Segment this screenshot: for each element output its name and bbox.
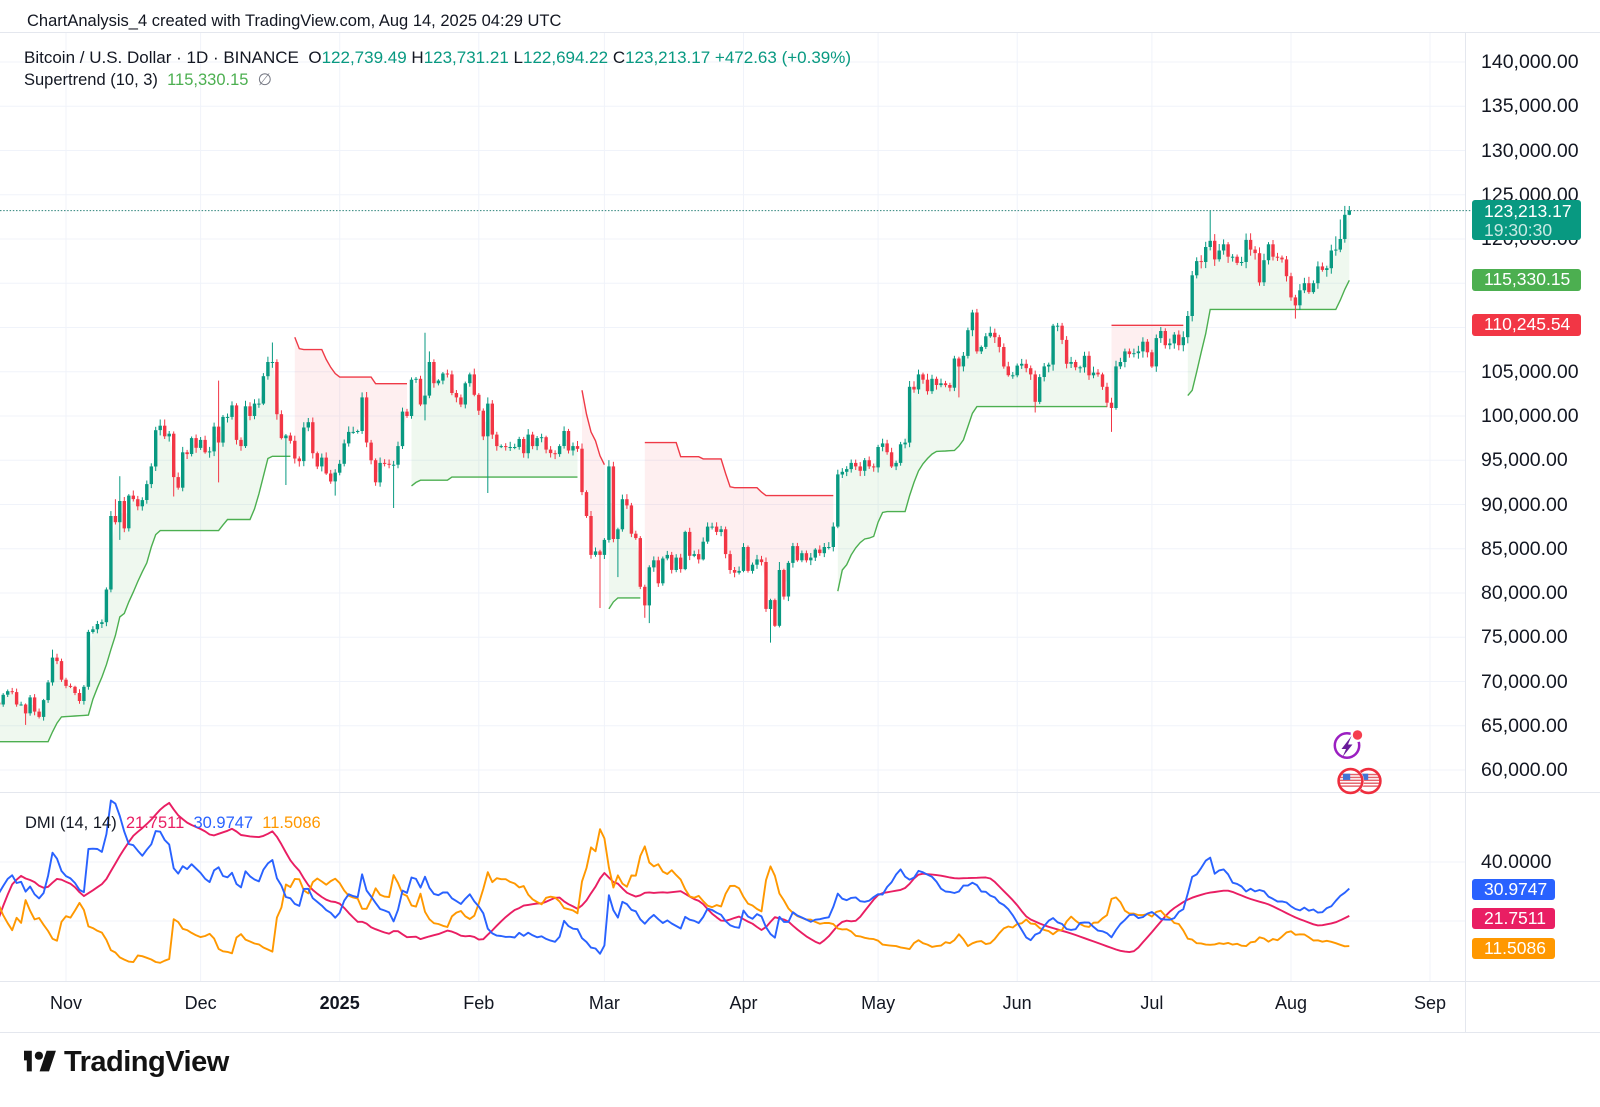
svg-text:TradingView: TradingView xyxy=(64,1046,230,1078)
